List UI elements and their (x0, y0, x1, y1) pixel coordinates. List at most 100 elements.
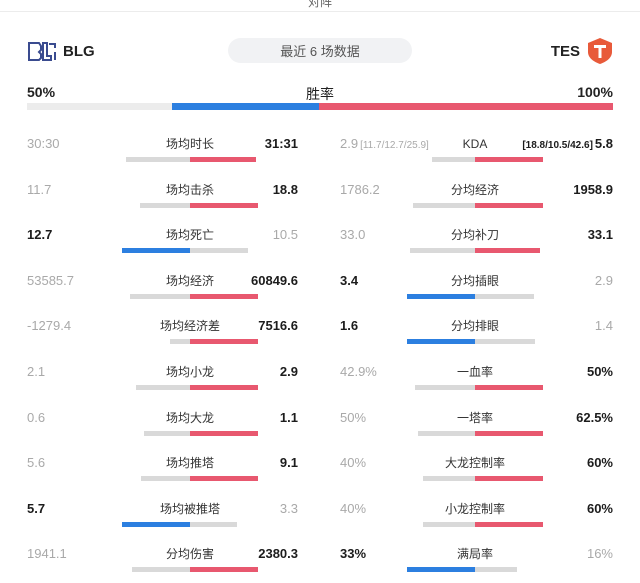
stat-right-extra: [18.8/10.5/42.6] (522, 140, 593, 151)
winrate-bar (27, 103, 613, 110)
stat-left-value: 5.6 (27, 455, 45, 471)
stat-left-extra: [11.7/12.7/25.9] (360, 140, 429, 151)
stat-left-bar (144, 430, 190, 436)
stat-label: 分均插眼 (450, 273, 499, 288)
winrate-bar-right (319, 103, 613, 110)
stat-left-value: 1.6 (340, 318, 358, 334)
stat-left-bar (418, 430, 475, 436)
left-stat-row: 5.7 3.3 场均被推塔 (27, 501, 298, 531)
stat-right-value: 2380.3 (258, 546, 298, 562)
stat-left-number: 30:30 (27, 136, 60, 151)
stat-left-number: 53585.7 (27, 272, 74, 288)
left-stat-row: 53585.7 60849.6 场均经济 (27, 273, 298, 303)
top-title: 对阵 (307, 0, 332, 9)
stat-right-value: 10.5 (273, 227, 298, 243)
stat-left-bar (122, 248, 190, 254)
stat-left-number: 3.4 (340, 272, 359, 288)
stat-right-number: 60% (586, 455, 613, 471)
stat-left-bar (132, 567, 190, 573)
stat-left-number: 40% (340, 500, 367, 516)
stat-label: 分均补刀 (450, 228, 499, 243)
stat-right-bar (190, 430, 258, 436)
stat-right-value: 33.1 (588, 227, 613, 243)
stat-left-bar (423, 521, 475, 527)
winrate-row: 50% 胜率 100% (27, 84, 613, 104)
left-stat-row: 30:30 31:31 场均时长 (27, 136, 298, 166)
stat-left-value: 0.6 (27, 410, 45, 426)
stat-left-number: 2.9 (340, 136, 359, 151)
stat-right-value: 3.3 (280, 501, 298, 517)
stat-left-number: 5.7 (27, 500, 46, 516)
stat-left-value: 40% (340, 455, 366, 471)
stat-left-bar (407, 567, 475, 573)
right-stat-row: 40% 60% 大龙控制率 (340, 455, 613, 485)
team-blg[interactable]: BLG (27, 38, 95, 64)
left-stat-row: 11.7 18.8 场均击杀 (27, 182, 298, 212)
stat-right-number: 2.9 (279, 364, 298, 379)
stat-left-bar (122, 521, 190, 527)
stat-right-number: 2380.3 (258, 546, 298, 562)
stat-left-bar (136, 385, 190, 390)
stat-left-value: 2.1 (27, 364, 45, 380)
stat-right-number: 60% (586, 500, 613, 516)
stat-label: 大龙控制率 (444, 456, 505, 471)
stat-left-value: -1279.4 (27, 318, 71, 334)
stat-right-number: 62.5% (576, 409, 613, 425)
stat-left-number: 1.6 (340, 318, 359, 334)
right-stat-row: 1786.2 1958.9 分均经济 (340, 182, 613, 212)
stat-left-number: 12.7 (27, 227, 53, 243)
stat-left-bar (407, 293, 475, 299)
stat-right-number: 7516.6 (258, 318, 298, 334)
right-stat-row: 40% 60% 小龙控制率 (340, 501, 613, 531)
stat-right-value: 2.9 (280, 364, 298, 380)
stat-right-bar (475, 476, 543, 482)
recent-games-tab[interactable]: 最近 6 场数据 (228, 38, 412, 63)
left-team-name: BLG (63, 42, 95, 60)
stat-left-value: 2.9 [11.7/12.7/25.9] (340, 136, 429, 154)
stat-left-value: 42.9% (340, 364, 377, 380)
top-bar: 对阵 (0, 0, 640, 12)
stat-left-number: 2.1 (27, 364, 46, 379)
stat-left-bar (415, 385, 475, 390)
stat-right-number: 2.9 (594, 272, 613, 288)
left-stat-row: 0.6 1.1 场均大龙 (27, 410, 298, 440)
stat-right-value: 1958.9 (573, 182, 613, 198)
stat-right-value: 31:31 (265, 136, 298, 152)
stat-right-bar (475, 385, 543, 390)
left-stat-row: 1941.1 2380.3 分均伤害 (27, 546, 298, 576)
stat-right-value: 18.8 (273, 182, 298, 198)
stat-right-value: 60% (587, 501, 613, 517)
stat-right-bar (190, 385, 258, 390)
stat-right-value: 60849.6 (251, 273, 298, 289)
right-stat-row: 33.0 33.1 分均补刀 (340, 227, 613, 257)
team-tes[interactable]: TES (551, 38, 614, 64)
stat-left-value: 1786.2 (340, 182, 380, 198)
stat-label: 场均小龙 (165, 365, 214, 379)
stat-right-number: 18.8 (272, 181, 298, 197)
right-stat-row: 50% 62.5% 一塔率 (340, 410, 613, 440)
stat-right-number: 16% (586, 546, 613, 562)
stat-right-bar (475, 293, 534, 299)
right-stat-row: 3.4 2.9 分均插眼 (340, 273, 613, 303)
stat-label: 一塔率 (456, 410, 493, 425)
stat-right-bar (190, 339, 258, 345)
stat-right-bar (475, 157, 543, 162)
stat-left-number: 42.9% (340, 364, 377, 379)
stat-left-value: 40% (340, 501, 366, 517)
stat-right-value: 2.9 (595, 273, 613, 289)
winrate-label: 胜率 (306, 86, 334, 102)
stat-left-number: -1279.4 (27, 318, 72, 334)
stat-left-number: 33.0 (340, 227, 366, 243)
stat-right-value: 1.1 (280, 410, 298, 426)
right-team-name: TES (550, 42, 580, 60)
stat-right-value: 16% (587, 546, 613, 562)
stat-left-number: 11.7 (27, 181, 52, 197)
stat-left-bar (170, 339, 190, 345)
stat-right-number: 60849.6 (251, 272, 298, 288)
stat-label: 分均经济 (450, 182, 499, 197)
stat-right-bar (475, 339, 535, 345)
stat-left-value: 50% (340, 410, 366, 426)
right-stat-row: 42.9% 50% 一血率 (340, 364, 613, 394)
stat-left-value: 33% (340, 546, 366, 562)
stat-label: 场均经济差 (159, 319, 220, 334)
